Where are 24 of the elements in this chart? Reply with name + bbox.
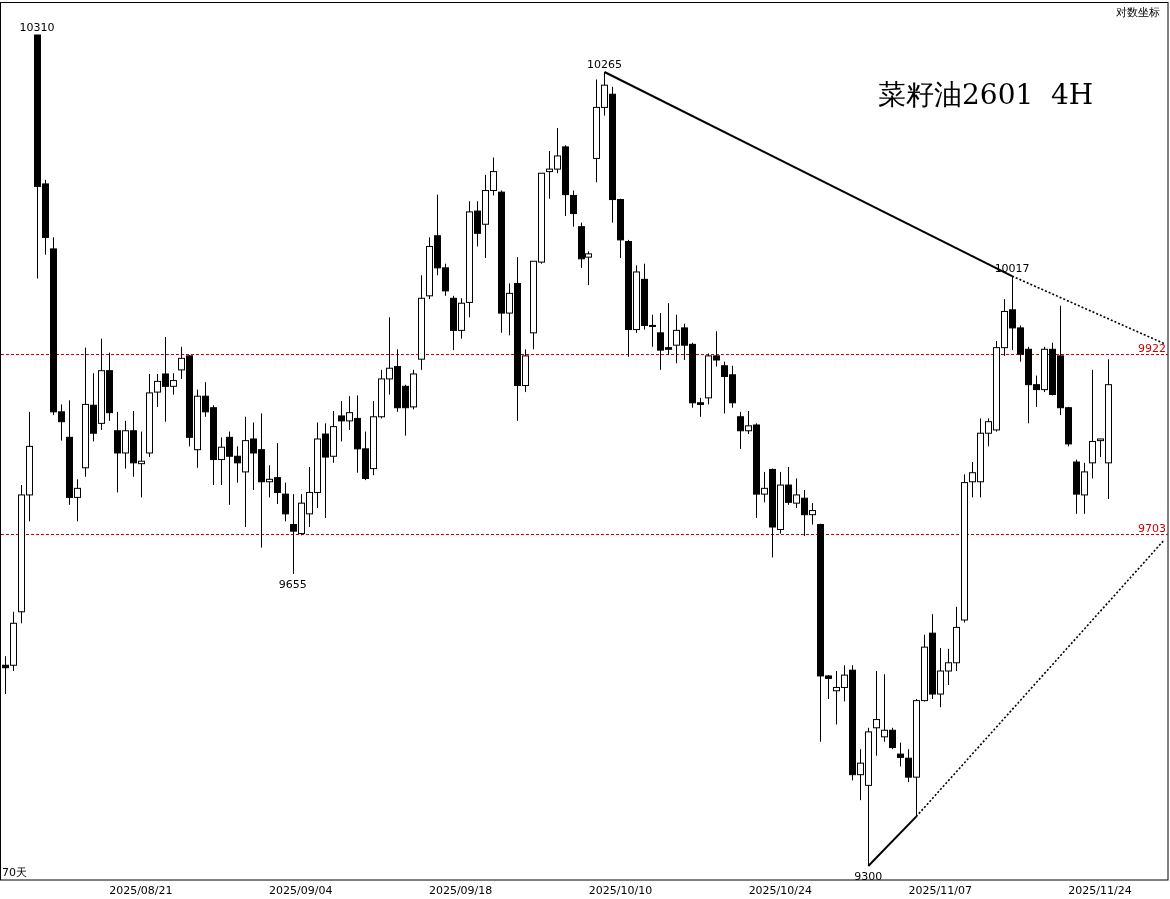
x-tick-label: 2025/09/18 <box>428 884 493 897</box>
candlestick <box>1089 369 1096 479</box>
annotation: 9300 <box>854 870 883 883</box>
ref-line-label: 9922 <box>1138 341 1166 355</box>
candlestick <box>897 742 904 767</box>
x-tick-label: 2025/10/24 <box>748 884 813 897</box>
ref-line: 9703 <box>0 521 1169 535</box>
candlestick <box>282 482 289 522</box>
ref-line: 9922 <box>0 341 1169 355</box>
annotation: 10017 <box>994 262 1030 276</box>
annotation: 9655 <box>278 577 307 591</box>
x-tick-label: 2025/11/24 <box>1068 884 1132 897</box>
x-tick-label: 2025/08/21 <box>109 884 173 897</box>
x-tick-label: 2025/10/10 <box>588 884 653 897</box>
annotation: 10265 <box>586 58 622 72</box>
candlestick <box>873 670 880 757</box>
x-tick-label: 2025/11/07 <box>908 884 972 897</box>
text: 对数坐标 <box>1116 6 1160 19</box>
annotation: 10310 <box>19 21 55 34</box>
ref-line-label: 9703 <box>1138 521 1166 535</box>
annotation: 70天 <box>2 866 27 879</box>
text: 菜籽油2601 4H <box>878 78 1094 111</box>
x-tick-label: 2025/09/04 <box>269 884 333 897</box>
candlestick <box>570 190 577 228</box>
